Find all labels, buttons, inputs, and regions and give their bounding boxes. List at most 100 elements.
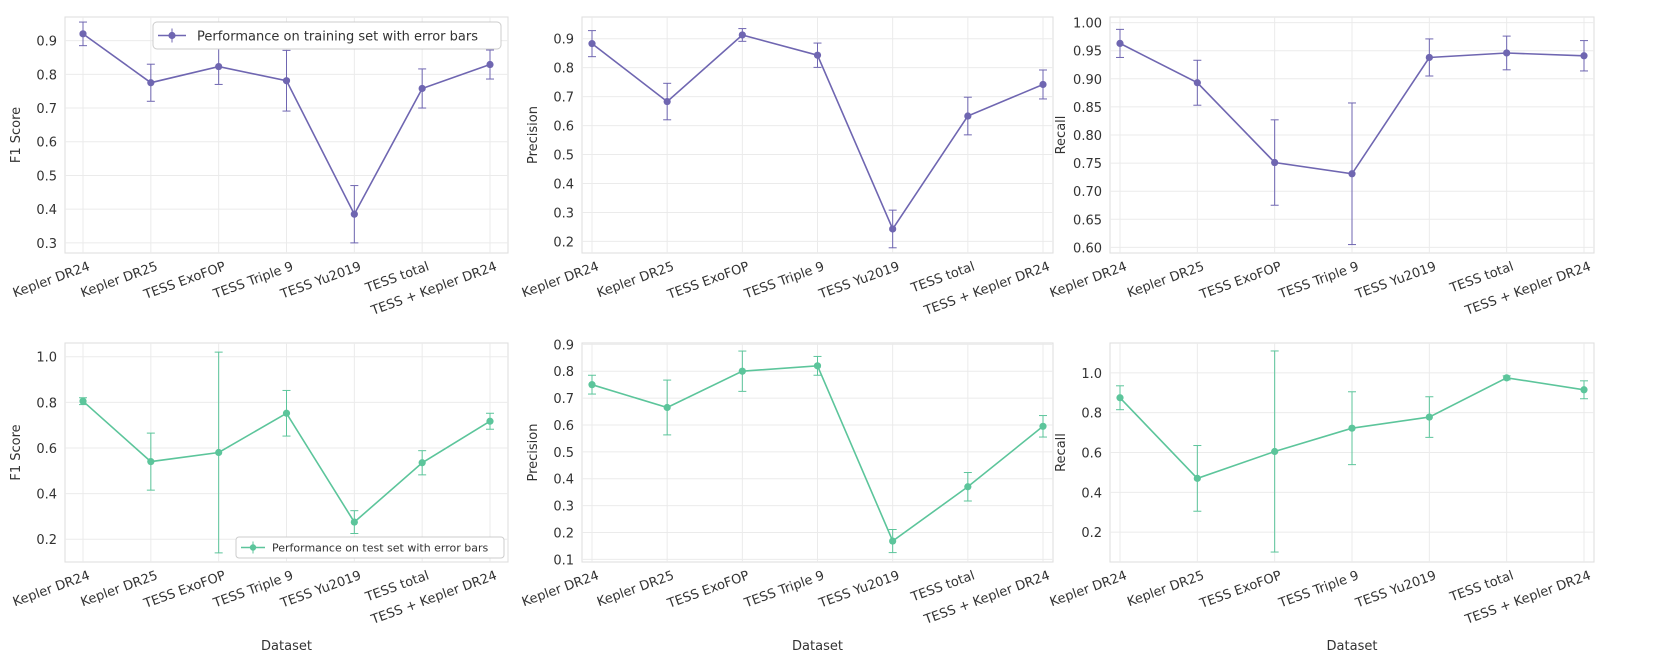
legend: Performance on test set with error bars	[235, 536, 505, 559]
data-point	[1271, 447, 1279, 456]
y-tick-label: 0.4	[553, 178, 574, 193]
y-tick-label: 0.75	[1073, 157, 1102, 172]
data-point	[1503, 374, 1511, 382]
chart-panel-3: 0.60 0.65 0.70 0.75 0.80 0.85 0.90 0.95 1.00 Kepl…	[1048, 16, 1595, 319]
data-point	[588, 381, 596, 389]
x-axis-label: Dataset	[261, 639, 312, 654]
data-point	[486, 60, 494, 69]
x-tick-label: Kepler DR25	[1125, 568, 1206, 610]
legend-box	[235, 536, 505, 559]
y-tick-label: 0.5	[553, 149, 574, 164]
x-axis-label: Dataset	[792, 639, 843, 654]
x-tick-label: TESS ExoFOP	[1197, 259, 1284, 303]
legend-marker	[168, 31, 176, 40]
y-tick-label: 0.1	[553, 553, 574, 568]
x-tick-label: Kepler DR25	[1125, 259, 1206, 301]
data-point	[418, 459, 426, 467]
y-tick-label: 1.0	[1081, 367, 1102, 382]
x-tick-label: Kepler DR24	[11, 568, 92, 610]
data-point	[1425, 53, 1433, 62]
data-point	[79, 397, 87, 405]
data-point	[889, 537, 897, 545]
y-tick-label: 0.6	[36, 442, 57, 457]
data-point	[1348, 424, 1356, 432]
data-point	[282, 409, 291, 417]
y-tick-label: 0.9	[553, 33, 574, 48]
data-point	[1193, 474, 1201, 482]
data-point	[1348, 170, 1356, 178]
y-tick-label: 0.8	[1081, 407, 1102, 422]
y-tick-label: 0.4	[36, 203, 57, 218]
data-point	[486, 417, 494, 425]
y-tick-label: 0.6	[36, 136, 57, 151]
y-tick-label: 0.2	[36, 533, 57, 548]
x-tick-label: Kepler DR24	[520, 568, 601, 610]
y-tick-label: 0.2	[1081, 526, 1102, 541]
y-tick-label: 0.6	[1081, 447, 1102, 462]
data-point	[215, 62, 223, 71]
data-point	[1116, 39, 1124, 48]
x-tick-label: TESS Triple 9	[742, 568, 827, 611]
y-tick-label: 0.8	[553, 365, 574, 380]
x-tick-label: TESS Triple 9	[1276, 259, 1361, 302]
y-axis-label: Recall	[1054, 116, 1069, 155]
y-tick-label: 0.7	[36, 102, 57, 117]
data-point	[1039, 422, 1047, 430]
data-point	[663, 97, 671, 106]
y-tick-label: 0.80	[1073, 129, 1102, 144]
x-tick-label: TESS + Kepler DR24	[1462, 568, 1593, 628]
y-axis-label: Recall	[1054, 433, 1069, 472]
y-tick-label: 0.9	[36, 35, 57, 50]
data-point	[738, 367, 746, 375]
y-tick-label: 0.3	[36, 237, 57, 252]
x-tick-label: TESS ExoFOP	[1197, 568, 1284, 612]
x-tick-label: Kepler DR24	[1048, 259, 1129, 301]
y-axis-label: Precision	[526, 423, 541, 481]
y-tick-label: 0.70	[1073, 185, 1102, 200]
y-tick-label: 0.6	[553, 419, 574, 434]
y-tick-label: 0.2	[553, 235, 574, 250]
x-tick-label: Kepler DR24	[11, 259, 92, 301]
data-point	[1580, 52, 1588, 60]
y-tick-label: 0.5	[553, 446, 574, 461]
x-tick-label: TESS Triple 9	[1276, 568, 1361, 611]
data-point	[964, 483, 972, 491]
y-tick-label: 0.4	[1081, 486, 1102, 501]
y-tick-label: 0.4	[36, 488, 57, 503]
y-tick-label: 0.8	[36, 68, 57, 83]
x-tick-label: Kepler DR25	[595, 568, 676, 610]
y-axis-label: F1 Score	[9, 107, 24, 163]
y-tick-label: 0.8	[553, 62, 574, 77]
x-tick-label: TESS Yu2019	[1353, 259, 1439, 302]
data-point	[1425, 413, 1433, 421]
y-tick-label: 0.3	[553, 206, 574, 221]
y-tick-label: 0.90	[1073, 73, 1102, 88]
y-tick-label: 0.8	[36, 396, 57, 411]
x-tick-label: Kepler DR24	[1048, 568, 1129, 610]
data-point	[215, 448, 223, 457]
x-tick-label: Kepler DR24	[520, 259, 601, 301]
x-tick-label: TESS Yu2019	[1353, 568, 1439, 611]
data-point	[663, 403, 671, 412]
data-point	[1039, 80, 1047, 89]
y-tick-label: 0.60	[1073, 241, 1102, 256]
data-point	[1193, 79, 1201, 87]
y-axis-label: Precision	[526, 106, 541, 164]
x-tick-label: TESS Yu2019	[816, 568, 902, 611]
x-tick-label: TESS ExoFOP	[665, 568, 752, 612]
y-tick-label: 0.6	[553, 120, 574, 135]
y-tick-label: 0.95	[1073, 45, 1102, 60]
legend-marker	[249, 544, 257, 551]
data-point	[79, 30, 87, 38]
chart-panel-2: 0.2 0.3 0.4 0.5 0.6 0.7 0.8 0.9 Kepler DR24Keple…	[520, 16, 1054, 319]
y-tick-label: 1.00	[1073, 17, 1102, 32]
y-tick-label: 0.4	[553, 473, 574, 488]
data-point	[350, 518, 358, 526]
y-tick-label: 0.3	[553, 500, 574, 515]
data-point	[813, 362, 822, 370]
data-point	[147, 79, 155, 87]
